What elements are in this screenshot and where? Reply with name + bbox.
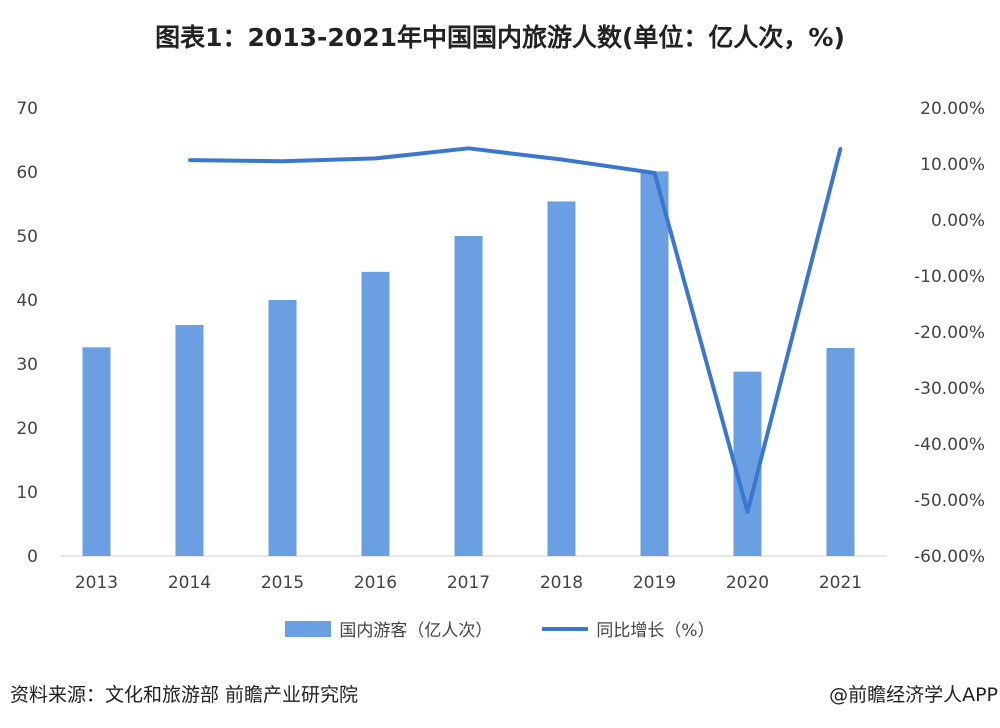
x-tick-label: 2017 [447, 573, 490, 593]
growth-point-2021 [839, 146, 842, 150]
bar-2016 [361, 271, 390, 556]
bar-2015 [268, 300, 297, 556]
x-tick-label: 2019 [633, 573, 676, 593]
legend-swatch-bar [285, 620, 332, 637]
legend-label-bar: 国内游客（亿人次） [339, 621, 493, 641]
chart-title: 图表1：2013-2021年中国国内旅游人数(单位：亿人次，%) [155, 23, 845, 52]
left-tick-label: 70 [16, 99, 38, 119]
legend-swatch-line [542, 626, 589, 631]
x-tick-label: 2016 [354, 573, 397, 593]
left-tick-label: 0 [27, 547, 38, 567]
growth-line [189, 146, 843, 514]
growth-point-2018 [560, 158, 563, 162]
right-tick-label: 10.00% [920, 155, 985, 175]
bar-2018 [547, 201, 576, 556]
left-tick-label: 40 [16, 291, 38, 311]
right-tick-label: -60.00% [914, 547, 985, 567]
legend-item-bar: 国内游客（亿人次） [285, 616, 492, 641]
growth-point-2015 [281, 159, 284, 163]
legend-label-line: 同比增长（%） [596, 621, 715, 641]
growth-point-2017 [467, 146, 470, 150]
growth-point-2016 [374, 156, 377, 160]
x-tick-label: 2018 [540, 573, 583, 593]
bar-2013 [82, 347, 111, 556]
left-tick-label: 10 [16, 483, 38, 503]
x-tick-label: 2014 [168, 573, 211, 593]
growth-point-2014 [188, 158, 191, 162]
bar-2021 [826, 348, 855, 556]
x-tick-label: 2013 [75, 573, 118, 593]
left-tick-label: 30 [16, 355, 38, 375]
left-tick-label: 50 [16, 227, 38, 247]
right-tick-label: -20.00% [914, 323, 985, 343]
legend: 国内游客（亿人次） 同比增长（%） [0, 616, 1000, 641]
right-tick-label: -50.00% [914, 491, 985, 511]
left-tick-label: 20 [16, 419, 38, 439]
bar-2019 [640, 171, 669, 557]
legend-item-line: 同比增长（%） [542, 616, 715, 641]
x-tick-label: 2021 [819, 573, 862, 593]
right-tick-label: -30.00% [914, 379, 985, 399]
growth-point-2020 [746, 510, 749, 514]
bar-2017 [454, 236, 483, 556]
credit-note: @前瞻经济学人APP [829, 684, 998, 706]
source-note: 资料来源：文化和旅游部 前瞻产业研究院 [10, 684, 359, 706]
left-tick-label: 60 [16, 163, 38, 183]
x-tick-label: 2020 [726, 573, 769, 593]
bar-2020 [733, 371, 762, 556]
right-tick-label: 0.00% [931, 211, 985, 231]
growth-point-2019 [653, 171, 656, 175]
right-tick-label: -10.00% [914, 267, 985, 287]
x-tick-label: 2015 [261, 573, 304, 593]
right-tick-label: 20.00% [920, 99, 985, 119]
bar-2014 [175, 324, 204, 556]
right-tick-label: -40.00% [914, 435, 985, 455]
